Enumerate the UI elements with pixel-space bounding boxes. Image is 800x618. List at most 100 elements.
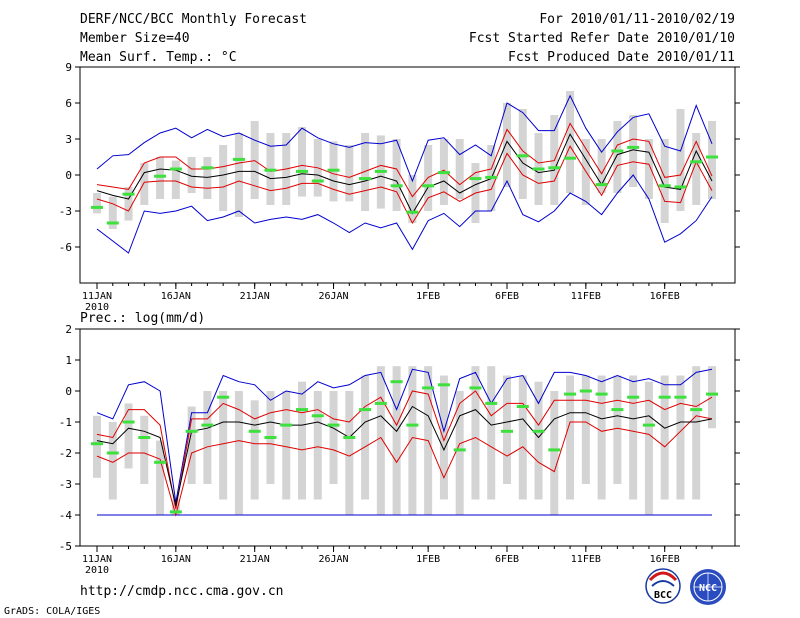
ensemble-box-precipitation [345,391,354,515]
observed-marker-precipitation [311,414,324,418]
ensemble-box-precipitation [93,415,101,478]
ensemble-box-precipitation [676,375,685,500]
observed-marker-precipitation [248,429,261,433]
ensemble-box-temperature [566,91,575,193]
observed-marker-temperature [374,169,387,173]
observed-marker-precipitation [658,395,671,399]
ensemble-box-precipitation [439,375,448,500]
observed-marker-temperature [390,184,403,188]
observed-marker-temperature [106,221,119,225]
member-size-label: Member Size=40 [80,31,190,46]
observed-marker-precipitation [579,389,592,393]
x-tick-label: 11FEB [571,554,601,565]
forecast-produced-date: Fcst Produced Date 2010/01/11 [508,50,735,65]
observed-marker-temperature [311,179,324,183]
ensemble-box-precipitation [503,375,511,484]
observed-marker-precipitation [611,408,624,412]
ensemble-box-precipitation [203,391,212,484]
x-tick-label: 1FEB [416,291,440,302]
ensemble-box-precipitation [156,440,165,515]
observed-marker-temperature [706,155,718,159]
ncc-logo: NCC [690,569,726,605]
observed-marker-precipitation [437,383,450,387]
x-tick-label: 21JAN [240,554,270,565]
ensemble-box-temperature [219,145,228,211]
ensemble-box-precipitation [566,375,575,500]
observed-marker-precipitation [343,436,356,439]
ensemble-box-precipitation [124,403,133,469]
observed-marker-temperature [296,169,308,173]
source-url: http://cmdp.ncc.cma.gov.cn [80,584,284,599]
ensemble-box-precipitation [471,366,480,500]
observed-marker-precipitation [501,429,513,433]
observed-marker-temperature [516,154,529,158]
ncc-logo-text: NCC [699,583,717,594]
y-tick-label: -3 [59,478,72,491]
observed-marker-precipitation [453,448,466,452]
ensemble-box-temperature [692,133,701,205]
ensemble-mean-line-temperature [96,133,713,215]
ensemble-upper-line-precipitation [96,390,713,509]
observed-marker-temperature [406,210,419,214]
ensemble-box-temperature [156,157,165,199]
forecast-start-date: Fcst Started Refer Date 2010/01/10 [469,31,735,46]
ensemble-box-precipitation [597,375,606,500]
ensemble-box-temperature [361,133,370,211]
ensemble-box-temperature [392,139,401,211]
ensemble-box-temperature [629,115,638,187]
ensemble-box-temperature [676,109,685,211]
ensemble-box-precipitation [282,391,291,500]
y-tick-label: 2 [65,323,72,336]
ensemble-box-precipitation [187,406,196,484]
ensemble-box-temperature [708,121,716,199]
ensemble-max-line-precipitation [96,368,713,503]
ensemble-box-temperature [93,193,101,214]
observed-marker-temperature [548,166,561,170]
observed-marker-temperature [595,183,608,187]
observed-marker-precipitation [217,395,230,399]
forecast-period: For 2010/01/11-2010/02/19 [539,12,735,27]
ensemble-box-precipitation [140,415,149,484]
y-tick-label: -5 [59,540,72,553]
observed-marker-precipitation [359,408,372,412]
y-tick-label: 0 [65,169,72,182]
observed-marker-precipitation [374,401,387,405]
x-tick-label: 26JAN [318,554,348,565]
observed-marker-temperature [485,175,498,179]
ensemble-box-temperature [140,163,149,205]
y-tick-label: -6 [59,241,72,254]
observed-marker-temperature [437,171,450,175]
ensemble-box-temperature [597,139,606,193]
observed-marker-precipitation [642,423,655,427]
x-tick-label: 6FEB [495,554,519,565]
observed-marker-temperature [469,177,482,181]
ensemble-box-precipitation [108,422,117,500]
observed-marker-temperature [232,157,245,161]
observed-marker-precipitation [390,380,403,384]
observed-marker-precipitation [296,408,308,412]
x-tick-label: 26JAN [318,291,348,302]
observed-marker-precipitation [627,395,640,399]
ensemble-box-temperature [234,133,243,217]
ensemble-box-precipitation [534,381,543,500]
bcc-logo: BCC [645,568,681,604]
ensemble-box-precipitation [550,391,559,515]
observed-marker-precipitation [169,510,182,514]
x-tick-label: 16JAN [161,554,191,565]
observed-marker-precipitation [106,451,119,455]
ensemble-box-temperature [345,145,354,202]
ensemble-box-precipitation [219,391,228,500]
x-tick-label: 6FEB [495,291,519,302]
ensemble-max-line-temperature [96,94,713,183]
ensemble-box-precipitation [487,366,496,500]
ensemble-box-precipitation [313,391,322,500]
ensemble-box-temperature [124,187,133,221]
x-tick-label: 11FEB [571,291,601,302]
observed-marker-temperature [690,160,703,164]
y-tick-label: 3 [65,133,72,146]
observed-marker-temperature [658,184,671,188]
observed-marker-precipitation [532,429,545,433]
ensemble-box-precipitation [408,366,417,515]
